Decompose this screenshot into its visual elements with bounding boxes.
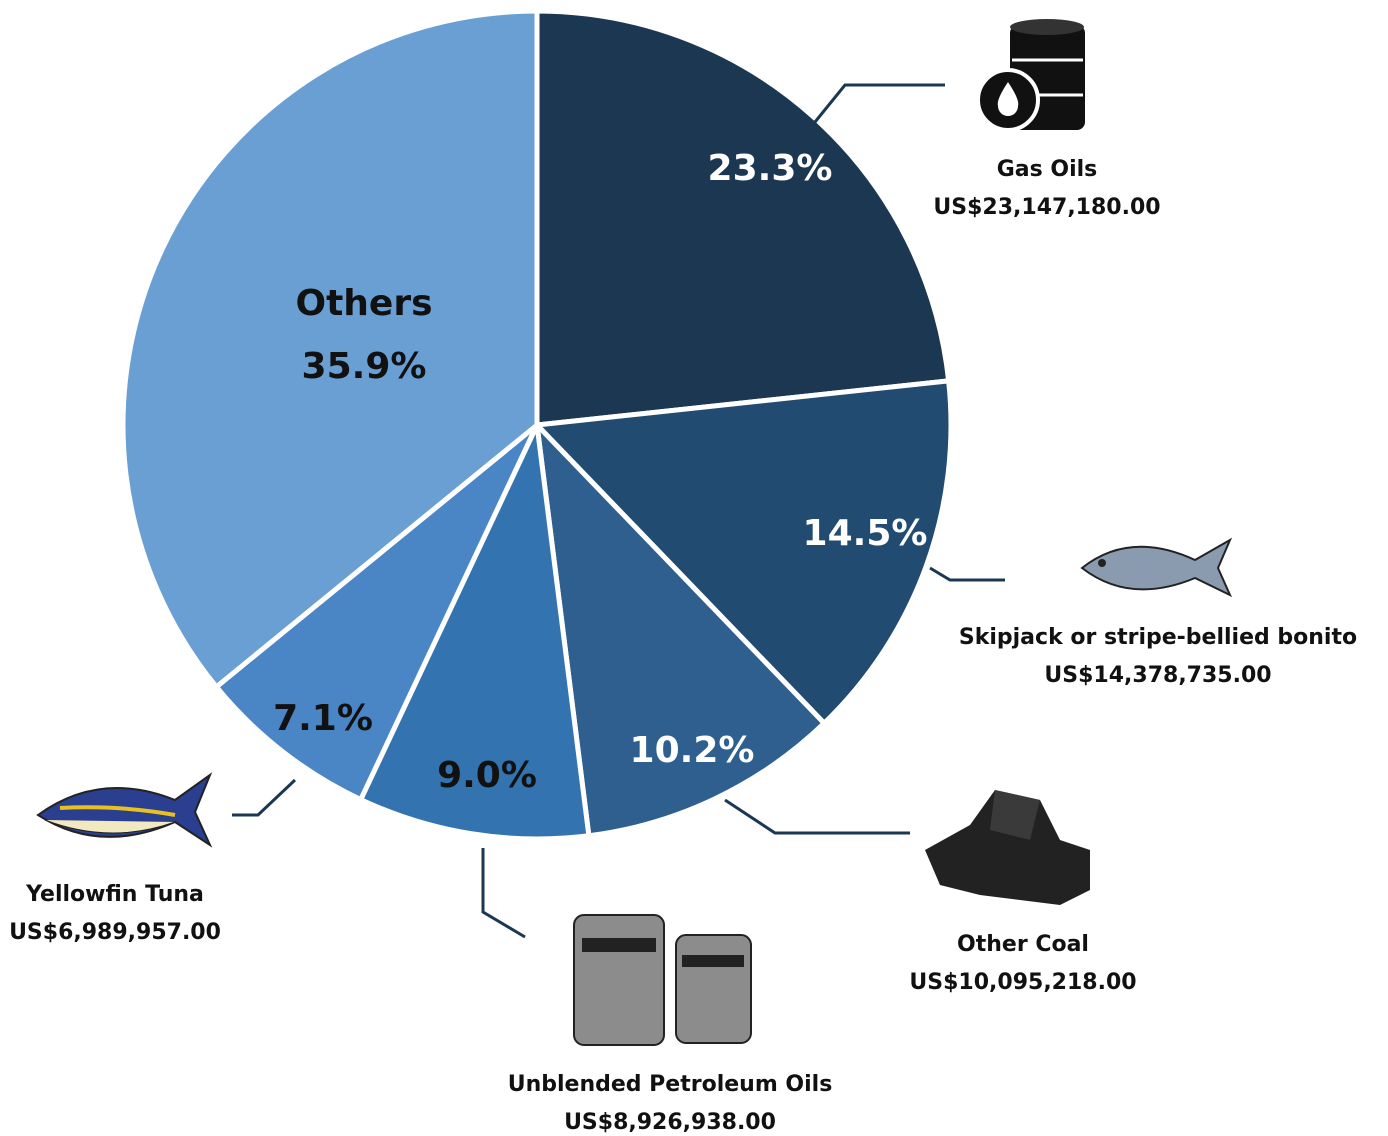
leader-line [929,566,1005,582]
pie-slice [534,8,952,428]
skipjack-icon [1080,537,1233,598]
category-label: Unblended Petroleum Oils [508,1072,833,1097]
percent-label: 9.0% [437,755,537,796]
pie [120,8,954,842]
category-label: Others [295,283,432,324]
percent-label: 23.3% [708,148,833,189]
yellowfin-icon [36,772,213,848]
leader-line [724,798,910,835]
category-label: Gas Oils [997,157,1098,182]
category-label: Yellowfin Tuna [25,882,204,907]
pie-slice [531,378,954,727]
category-label: Skipjack or stripe-bellied bonito [959,625,1357,650]
pie-slice [357,416,592,842]
coal-icon [925,790,1090,905]
percent-label: 14.5% [803,513,928,554]
category-label: Other Coal [957,932,1089,957]
pie-slice [120,8,540,691]
amount-label: US$10,095,218.00 [909,970,1136,995]
pie-slice [533,417,828,839]
percent-label: 10.2% [630,730,755,771]
amount-label: US$23,147,180.00 [933,195,1160,220]
leader-line [813,83,945,123]
amount-label: US$6,989,957.00 [9,920,221,945]
leader-line [232,778,297,817]
petroleum-barrels-icon [573,914,752,1046]
pie-slice [212,423,540,803]
percent-label: 7.1% [273,698,373,739]
amount-label: US$14,378,735.00 [1044,663,1271,688]
oil-barrel-icon [976,19,1085,132]
labels: 23.3% Gas Oils US$23,147,180.00 14.5% Skipja… [9,83,1357,1135]
amount-label: US$8,926,938.00 [564,1110,776,1135]
percent-label: 35.9% [302,346,427,387]
leader-line [481,848,526,939]
